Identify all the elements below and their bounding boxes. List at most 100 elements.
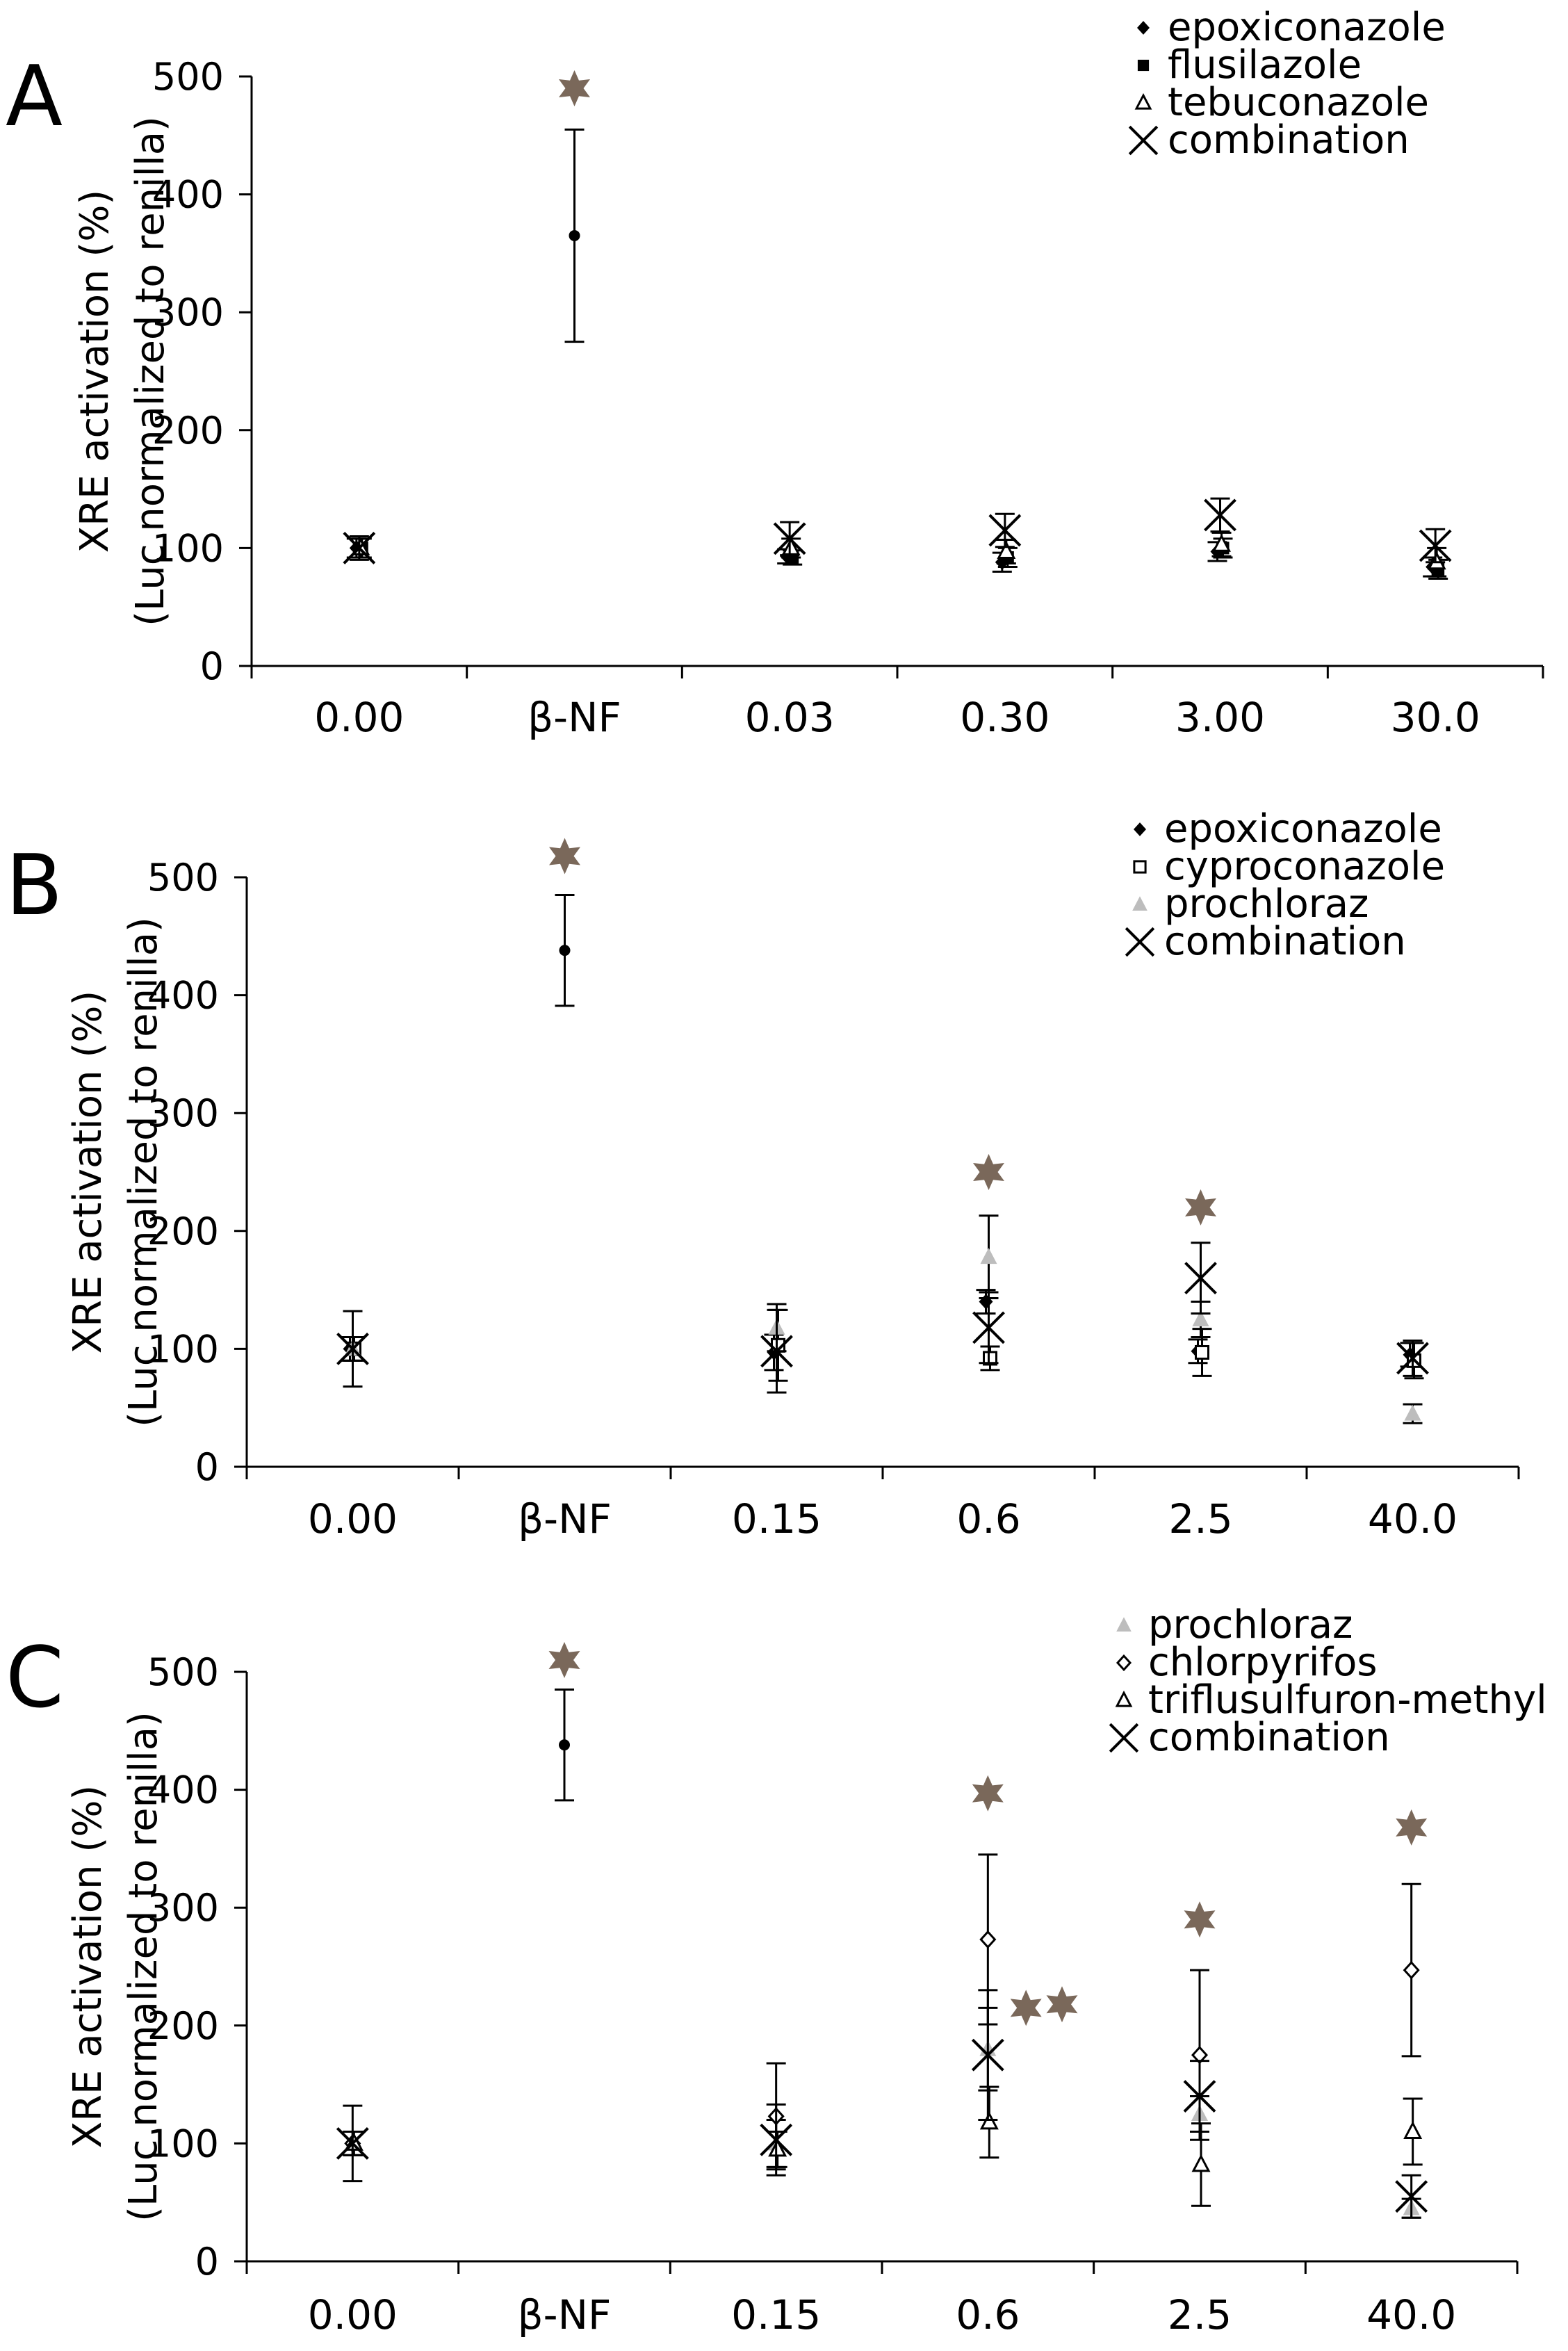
legend-label: combination	[1168, 117, 1410, 163]
legend-label: triflusulfuron-methyl	[1148, 1677, 1547, 1723]
legend-label: cyproconazole	[1164, 844, 1445, 889]
panel-letter: A	[6, 49, 63, 145]
panel-letter: C	[6, 1630, 64, 1727]
data-point-cyproconazole	[983, 1351, 997, 1366]
data-point-tebuconazole	[1212, 534, 1231, 552]
legend-label: epoxiconazole	[1164, 806, 1442, 852]
significance-star	[559, 70, 590, 106]
x-marker-stroke	[760, 1335, 793, 1368]
data-point-prochloraz	[1404, 1404, 1421, 1421]
data-point-triflusulfuron-methyl	[1191, 2154, 1211, 2172]
y-tick-label: 400	[152, 173, 224, 217]
panel-b: B XRE activation (%) (Luc normalized to re…	[6, 806, 1520, 1543]
y-tick-label: 500	[152, 55, 224, 99]
data-point-combination	[1395, 2180, 1428, 2213]
data-point-combination	[773, 522, 806, 555]
x-marker-stroke	[1204, 498, 1236, 532]
legend-marker	[1128, 125, 1159, 156]
y-tick-label: 300	[147, 1886, 219, 1930]
significance-star	[548, 1642, 580, 1678]
panel-c: C XRE activation (%) (Luc normalized to re…	[6, 1602, 1547, 2338]
data-point-combination	[760, 2123, 793, 2156]
legend-marker	[1134, 92, 1152, 110]
y-tick-label: 100	[152, 526, 224, 570]
x-marker-stroke	[1128, 125, 1159, 156]
y-tick-label: 100	[147, 1327, 219, 1371]
y-tick-label: 100	[147, 2122, 219, 2165]
significance-star	[1184, 1901, 1216, 1938]
data-point-combination	[972, 1311, 1005, 1344]
legend-label: epoxiconazole	[1168, 5, 1446, 50]
legend-marker	[1134, 822, 1146, 836]
x-tick-label: 30.0	[1391, 694, 1480, 741]
y-tick-label: 200	[147, 1210, 219, 1253]
legend-label: tebuconazole	[1168, 80, 1429, 125]
x-marker-stroke	[988, 514, 1022, 547]
legend-marker	[1133, 860, 1147, 874]
legend-label: prochloraz	[1148, 1602, 1353, 1648]
data-point-triflusulfuron-methyl	[768, 2138, 787, 2157]
x-tick-label: 2.5	[1168, 2291, 1232, 2338]
legend-marker	[1125, 927, 1155, 957]
data-point-combination	[1184, 1262, 1217, 1295]
x-tick-label: β-NF	[528, 694, 621, 741]
x-marker-stroke	[1183, 2080, 1216, 2113]
data-point-combination	[1419, 529, 1452, 562]
x-marker-stroke	[760, 2123, 793, 2156]
x-tick-label: 0.30	[960, 694, 1050, 741]
x-tick-label: 40.0	[1368, 1495, 1457, 1543]
legend-marker	[1137, 59, 1150, 72]
data-point-combination	[988, 514, 1022, 547]
data-point--nf	[559, 945, 571, 957]
y-tick-label: 300	[147, 1091, 219, 1135]
significance-star	[1010, 1990, 1042, 2026]
legend-label: chlorpyrifos	[1148, 1640, 1378, 1685]
panel-letter: B	[6, 838, 63, 934]
y-axis-label: XRE activation (%)	[72, 190, 117, 553]
y-tick-label: 0	[195, 2240, 219, 2284]
y-tick-label: 0	[200, 644, 224, 688]
y-tick-label: 300	[152, 291, 224, 334]
x-tick-label: 0.03	[745, 694, 835, 741]
data-point-combination	[336, 1332, 369, 1365]
data-point-combination	[1204, 498, 1236, 532]
y-tick-label: 400	[147, 1768, 219, 1812]
data-point--nf	[569, 229, 580, 241]
x-marker-stroke	[971, 2038, 1004, 2072]
x-tick-label: β-NF	[518, 1495, 612, 1543]
y-tick-label: 0	[195, 1445, 219, 1489]
data-point-triflusulfuron-methyl	[979, 2111, 999, 2130]
x-tick-label: 40.0	[1366, 2291, 1456, 2338]
x-marker-stroke	[1395, 2180, 1428, 2213]
data-point-combination	[971, 2038, 1004, 2072]
legend-marker	[1137, 21, 1150, 35]
data-point-chlorpyrifos	[979, 1930, 997, 1949]
x-tick-label: 0.6	[956, 1495, 1020, 1543]
x-marker-stroke	[773, 522, 806, 555]
legend-label: combination	[1164, 919, 1406, 964]
y-tick-label: 500	[147, 1650, 219, 1694]
legend-label: prochloraz	[1164, 881, 1369, 927]
x-marker-stroke	[1125, 927, 1155, 957]
x-marker-stroke	[1184, 1262, 1217, 1295]
data-point-chlorpyrifos	[1403, 1960, 1420, 1980]
data-point-prochloraz	[1192, 1310, 1209, 1326]
data-point--nf	[559, 1739, 570, 1751]
x-marker-stroke	[336, 1332, 369, 1365]
x-tick-label: 3.00	[1175, 694, 1265, 741]
y-axis-label-secondary: (Luc normalized to renilla)	[128, 116, 173, 626]
data-point-tebuconazole	[997, 541, 1016, 559]
x-tick-label: 0.15	[732, 1495, 822, 1543]
y-axis-label-secondary: (Luc normalized to renilla)	[121, 917, 166, 1427]
x-marker-stroke	[1419, 529, 1452, 562]
significance-star	[549, 838, 580, 874]
x-tick-label: 0.15	[731, 2291, 821, 2338]
data-point-combination	[343, 531, 376, 564]
y-tick-label: 200	[152, 409, 224, 453]
x-tick-label: 0.6	[956, 2291, 1020, 2338]
data-point-combination	[1396, 1342, 1429, 1375]
legend-label: flusilazole	[1168, 42, 1362, 88]
data-point-prochloraz	[980, 1248, 997, 1264]
y-tick-label: 200	[147, 2004, 219, 2048]
